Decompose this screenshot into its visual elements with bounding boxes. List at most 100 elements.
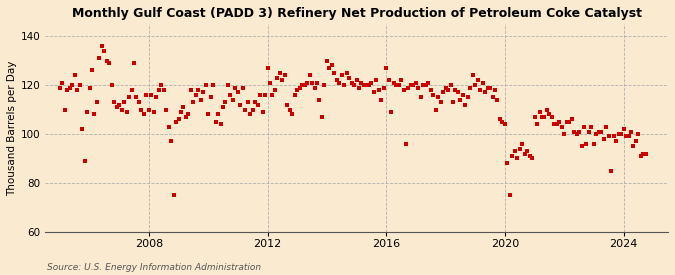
Point: [455, 98, 466, 102]
Point: [400, 142, 411, 146]
Point: [581, 142, 592, 146]
Point: [630, 139, 641, 144]
Point: [598, 137, 609, 141]
Point: [242, 100, 253, 104]
Point: [220, 100, 231, 104]
Point: [626, 129, 637, 134]
Point: [227, 98, 238, 102]
Point: [107, 83, 117, 87]
Point: [480, 90, 491, 95]
Point: [272, 76, 283, 80]
Point: [178, 105, 189, 109]
Point: [215, 122, 226, 127]
Point: [475, 88, 485, 92]
Point: [62, 88, 73, 92]
Point: [512, 156, 522, 161]
Point: [116, 107, 127, 112]
Point: [97, 44, 107, 48]
Point: [502, 161, 513, 166]
Point: [452, 90, 463, 95]
Point: [398, 88, 409, 92]
Point: [275, 71, 286, 75]
Point: [393, 83, 404, 87]
Point: [410, 80, 421, 85]
Point: [141, 93, 152, 97]
Point: [171, 120, 182, 124]
Point: [89, 112, 100, 117]
Point: [161, 107, 171, 112]
Point: [297, 83, 308, 87]
Point: [425, 88, 436, 92]
Point: [109, 100, 119, 104]
Point: [608, 134, 619, 139]
Point: [312, 80, 323, 85]
Point: [445, 83, 456, 87]
Point: [507, 154, 518, 158]
Point: [122, 110, 132, 114]
Point: [262, 66, 273, 70]
Point: [173, 117, 184, 122]
Point: [290, 93, 300, 97]
Point: [462, 95, 473, 100]
Point: [526, 156, 537, 161]
Point: [549, 122, 560, 127]
Point: [193, 88, 204, 92]
Point: [321, 58, 332, 63]
Point: [408, 83, 418, 87]
Point: [423, 80, 433, 85]
Point: [205, 95, 216, 100]
Point: [82, 110, 92, 114]
Point: [532, 122, 543, 127]
Point: [574, 129, 585, 134]
Point: [94, 56, 105, 60]
Point: [232, 90, 243, 95]
Point: [586, 125, 597, 129]
Point: [346, 80, 357, 85]
Point: [344, 76, 354, 80]
Point: [534, 110, 545, 114]
Point: [299, 83, 310, 87]
Point: [252, 102, 263, 107]
Point: [302, 80, 313, 85]
Point: [163, 125, 174, 129]
Point: [559, 132, 570, 136]
Point: [334, 80, 345, 85]
Point: [200, 83, 211, 87]
Point: [450, 88, 461, 92]
Point: [440, 85, 451, 90]
Point: [364, 83, 375, 87]
Point: [277, 78, 288, 82]
Point: [583, 129, 594, 134]
Point: [641, 151, 651, 156]
Point: [84, 85, 95, 90]
Point: [336, 73, 347, 78]
Point: [504, 193, 515, 197]
Point: [269, 88, 280, 92]
Point: [492, 98, 503, 102]
Point: [260, 93, 271, 97]
Point: [156, 83, 167, 87]
Point: [437, 90, 448, 95]
Point: [134, 100, 144, 104]
Point: [339, 83, 350, 87]
Point: [188, 100, 198, 104]
Point: [458, 93, 468, 97]
Point: [176, 110, 186, 114]
Point: [319, 83, 330, 87]
Point: [55, 85, 65, 90]
Point: [522, 149, 533, 153]
Point: [421, 83, 431, 87]
Point: [388, 80, 399, 85]
Point: [153, 88, 164, 92]
Point: [529, 115, 540, 119]
Point: [433, 95, 443, 100]
Point: [250, 100, 261, 104]
Point: [265, 80, 275, 85]
Point: [159, 88, 169, 92]
Point: [514, 147, 525, 151]
Point: [148, 110, 159, 114]
Point: [59, 107, 70, 112]
Point: [131, 95, 142, 100]
Point: [467, 73, 478, 78]
Point: [126, 88, 137, 92]
